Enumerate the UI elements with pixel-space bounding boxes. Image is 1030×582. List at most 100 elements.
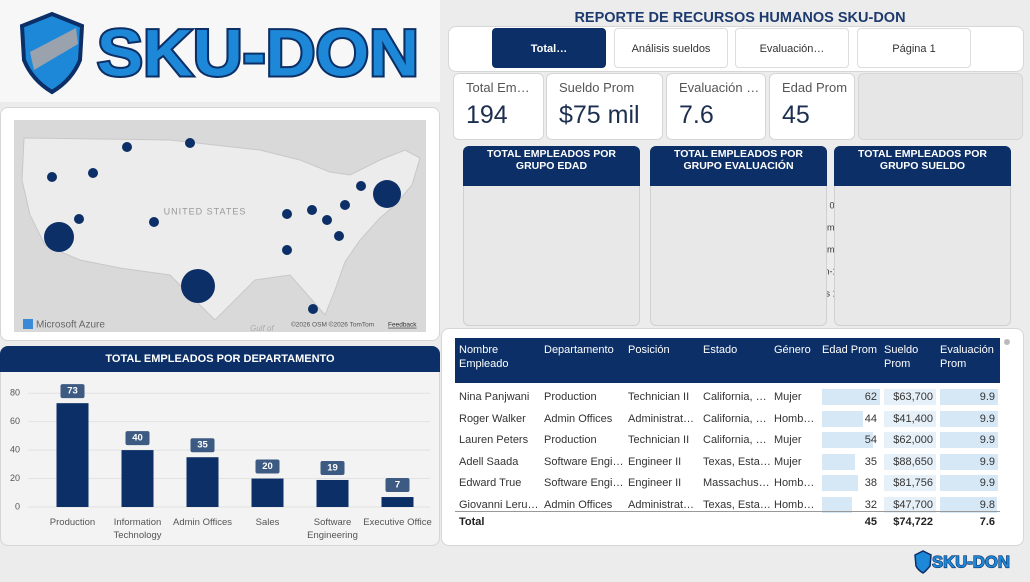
scrollbar[interactable] xyxy=(1004,339,1010,345)
column-header[interactable]: Estado xyxy=(703,344,738,356)
table-cell: Giovanni Leru… xyxy=(459,499,539,511)
bar xyxy=(381,497,414,507)
table-cell: Technician II xyxy=(628,391,690,403)
x-tick-label: Executive Office xyxy=(363,517,432,528)
data-bar xyxy=(940,389,998,405)
chart-title: TOTAL EMPLEADOS POR GRUPO SUELDO xyxy=(834,146,1011,186)
total-divider xyxy=(455,511,1000,512)
y-tick-label: 40 xyxy=(10,444,20,454)
table-cell: 9.9 xyxy=(979,434,995,447)
cell-background xyxy=(884,389,936,405)
table-cell: Administrat… xyxy=(628,412,695,425)
data-bar xyxy=(940,497,998,513)
data-bar xyxy=(822,389,880,405)
table-cell: Mujer xyxy=(774,434,802,447)
table-cell: Admin Offices xyxy=(544,499,613,511)
column-header[interactable]: Género xyxy=(774,344,811,356)
kpi-label: Edad Prom xyxy=(782,80,848,95)
bar xyxy=(56,403,89,507)
column-header[interactable]: Nombre Empleado xyxy=(459,344,509,370)
table-cell: $41,400 xyxy=(893,412,933,425)
table-cell: Admin Offices xyxy=(544,412,613,425)
table-cell: Engineer II xyxy=(628,477,682,490)
value-label: 40 xyxy=(132,433,143,444)
kpi-label: Evaluación … xyxy=(679,80,760,95)
table-cell: 38 xyxy=(864,477,877,490)
total-cell: $74,722 xyxy=(893,516,933,528)
column-header[interactable]: Edad Prom xyxy=(822,344,878,356)
table-cell: 62 xyxy=(864,391,877,403)
table-cell: 9.9 xyxy=(979,477,995,490)
x-tick-label: Software Engineering xyxy=(307,517,358,541)
total-label: Total xyxy=(459,516,485,528)
table-cell: Texas, Esta… xyxy=(703,499,770,511)
value-label-box xyxy=(190,438,215,453)
data-bar xyxy=(940,410,998,427)
y-tick-label: 80m-100m xyxy=(812,266,855,276)
data-bar xyxy=(940,475,998,492)
azure-icon xyxy=(23,319,33,329)
table-cell: $81,756 xyxy=(893,477,933,490)
x-tick-label: Sales xyxy=(255,517,280,528)
kpi-card xyxy=(453,73,544,140)
data-bar xyxy=(822,432,873,449)
table-cell: 44 xyxy=(864,412,877,425)
table-cell: Roger Walker xyxy=(459,412,526,425)
kpi-value: $75 mil xyxy=(559,101,640,129)
tab[interactable]: Página 1 xyxy=(857,28,971,68)
table-cell: Massachus… xyxy=(703,477,770,490)
kpi-value: 7.6 xyxy=(679,101,714,129)
table-cell: $62,000 xyxy=(893,434,933,447)
table-cell: 9.9 xyxy=(979,455,995,468)
map-sea: Gulf of xyxy=(250,324,274,333)
table-cell: Production xyxy=(544,391,597,403)
value-label: 73 xyxy=(67,386,78,397)
column-header[interactable]: Sueldo Prom xyxy=(884,344,919,370)
table-cell: Mujer xyxy=(774,391,802,403)
column-header[interactable]: Evaluación Prom xyxy=(940,344,994,370)
value-label: 7 xyxy=(395,480,400,491)
bar xyxy=(316,479,349,507)
table-cell: 9.9 xyxy=(979,412,995,425)
table-cell: Mujer xyxy=(774,455,802,468)
table-cell: 35 xyxy=(864,455,877,468)
bar xyxy=(251,478,284,507)
value-label: 20 xyxy=(262,461,273,472)
y-tick-label: 80 xyxy=(10,388,20,398)
footer-logo: SKU-DON xyxy=(932,552,1010,571)
map-bubbles xyxy=(44,138,401,314)
bar xyxy=(186,457,219,507)
table-cell: California, … xyxy=(703,391,767,403)
chart-title: TOTAL EMPLEADOS POR GRUPO EDAD xyxy=(463,146,640,186)
column-header[interactable]: Posición xyxy=(628,344,670,356)
value-label: 35 xyxy=(197,440,208,451)
total-cell: 45 xyxy=(864,516,877,528)
data-bar xyxy=(822,410,864,427)
tab[interactable]: Análisis sueldos xyxy=(614,28,728,68)
cell-background xyxy=(884,497,936,513)
column-header[interactable]: Departamento xyxy=(544,344,614,356)
map-country: UNITED STATES xyxy=(164,206,247,216)
value-label: 19 xyxy=(327,462,338,473)
total-cell: 7.6 xyxy=(979,516,995,528)
table-cell: 32 xyxy=(864,499,877,511)
table-cell: Homb… xyxy=(774,412,815,425)
kpi-value: 194 xyxy=(466,101,508,129)
logo-text: SKU-DON xyxy=(97,15,419,89)
tab[interactable]: Total… xyxy=(492,28,606,68)
table-cell: 9.9 xyxy=(979,391,995,403)
kpi-label: Total Em… xyxy=(466,80,530,95)
map-feedback[interactable]: Feedback xyxy=(388,322,417,329)
tab[interactable]: Evaluación… xyxy=(735,28,849,68)
kpi-card xyxy=(769,73,855,140)
cell-background xyxy=(884,475,936,492)
table-cell: Texas, Esta… xyxy=(703,455,770,468)
x-tick-label: Admin Offices xyxy=(173,517,232,528)
value-label-box xyxy=(255,459,280,474)
table-cell: Adell Saada xyxy=(459,455,519,468)
table-cell: Lauren Peters xyxy=(459,434,529,447)
table-cell: Software Engi… xyxy=(544,477,624,490)
kpi-card xyxy=(666,73,766,140)
